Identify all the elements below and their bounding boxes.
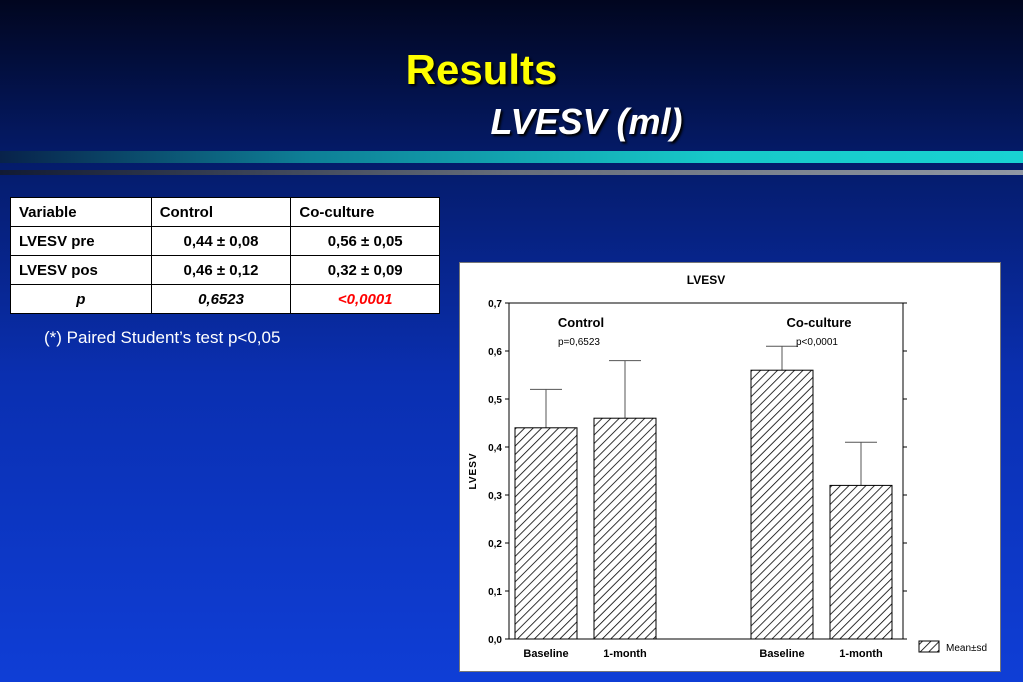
cell-control: 0,46 ± 0,12 xyxy=(150,255,292,285)
chart-title: LVESV xyxy=(687,273,725,287)
cell-coculture-significant: <0,0001 xyxy=(290,284,440,314)
row-label: LVESV pre xyxy=(10,226,152,256)
p-value-row: p 0,6523 <0,0001 xyxy=(10,284,440,314)
row-label: p xyxy=(10,284,152,314)
y-tick-label: 0,4 xyxy=(488,443,502,454)
cyan-divider xyxy=(0,151,1023,163)
cell-control: 0,6523 xyxy=(150,284,292,314)
y-tick-label: 0,6 xyxy=(488,347,502,358)
group-label: Control xyxy=(558,315,604,330)
header-variable: Variable xyxy=(10,197,152,227)
y-tick-label: 0,2 xyxy=(488,539,502,550)
row-label: LVESV pos xyxy=(10,255,152,285)
plot-frame xyxy=(508,302,904,640)
x-tick-label: 1-month xyxy=(839,648,883,660)
gray-divider xyxy=(0,170,1023,175)
y-tick-label: 0,3 xyxy=(488,491,502,502)
cell-coculture: 0,56 ± 0,05 xyxy=(290,226,440,256)
table-row: LVESV pos 0,46 ± 0,12 0,32 ± 0,09 xyxy=(10,255,440,285)
x-tick-label: Baseline xyxy=(759,648,804,660)
cell-control: 0,44 ± 0,08 xyxy=(150,226,292,256)
bar-baseline xyxy=(750,369,814,640)
slide-title: Results xyxy=(405,46,558,93)
bar-chart: LVESV 0,0 0,1 0,2 0,3 0,4 0,5 0,6 0,7 LVESV Baseli… xyxy=(468,273,987,660)
y-tick-label: 0,5 xyxy=(488,395,502,406)
header-control: Control xyxy=(150,197,292,227)
group-p-value: p<0,0001 xyxy=(796,337,838,348)
group-label: Co-culture xyxy=(787,315,852,330)
slide-subtitle: LVESV (ml) xyxy=(490,101,683,142)
cell-coculture: 0,32 ± 0,09 xyxy=(290,255,440,285)
table-row: LVESV pre 0,44 ± 0,08 0,56 ± 0,05 xyxy=(10,226,440,256)
x-tick-label: Baseline xyxy=(523,648,568,660)
results-table: Variable Control Co-culture LVESV pre 0,… xyxy=(10,197,440,314)
bar-1-month xyxy=(593,417,657,640)
bar-baseline xyxy=(514,427,578,640)
y-tick-label: 0,1 xyxy=(488,587,502,598)
y-tick-label: 0,7 xyxy=(488,299,502,310)
group-p-value: p=0,6523 xyxy=(558,337,600,348)
table-footnote: (*) Paired Student’s test p<0,05 xyxy=(44,328,281,347)
legend-swatch xyxy=(918,640,940,653)
x-tick-label: 1-month xyxy=(603,648,647,660)
table-header-row: Variable Control Co-culture xyxy=(10,197,440,227)
bar-1-month xyxy=(829,484,893,640)
legend-label: Mean±sd xyxy=(946,643,987,654)
bar-chart-panel: LVESV 0,0 0,1 0,2 0,3 0,4 0,5 0,6 0,7 LVESV Baseli… xyxy=(459,262,1001,672)
y-axis-label: LVESV xyxy=(468,452,479,489)
y-tick-label: 0,0 xyxy=(488,635,502,646)
header-coculture: Co-culture xyxy=(290,197,440,227)
